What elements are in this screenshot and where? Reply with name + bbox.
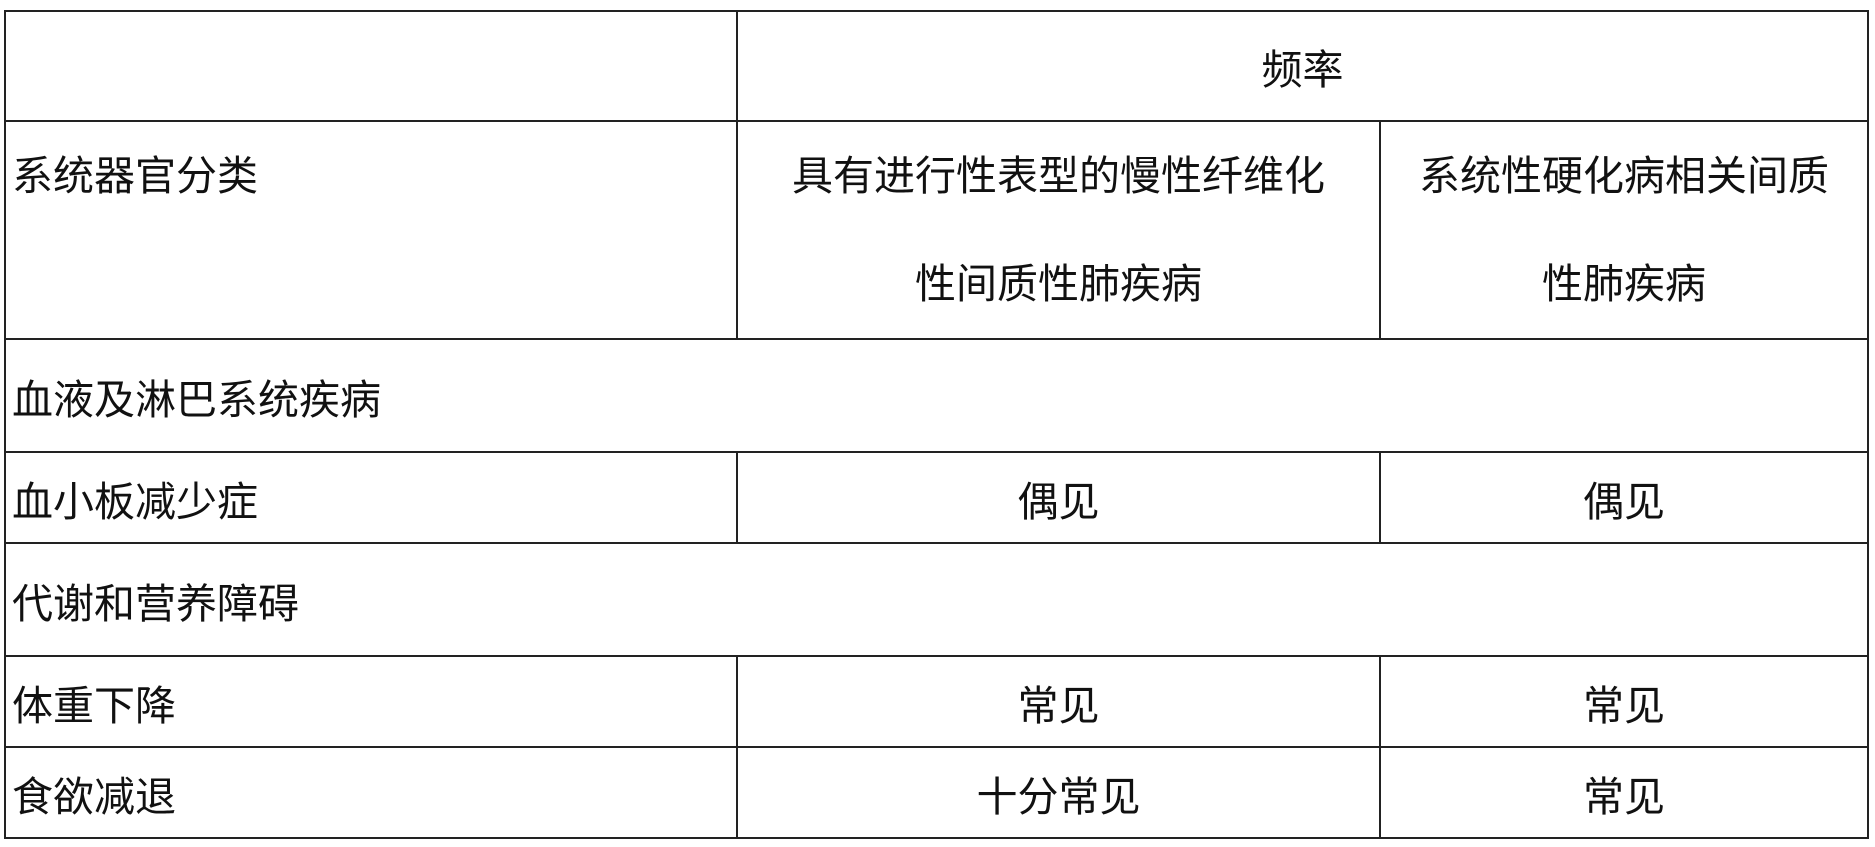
header-row-columns: 系统器官分类 具有进行性表型的慢性纤维化 性间质性肺疾病 系统性硬化病相关间质 性肺…: [4, 120, 1869, 340]
row-value-col1: 偶见: [736, 451, 1381, 544]
table-row: 血小板减少症 偶见 偶见: [4, 451, 1869, 544]
row-value-col2: 偶见: [1379, 451, 1869, 544]
row-value-col1: 十分常见: [736, 746, 1381, 839]
adverse-reactions-table: 频率 系统器官分类 具有进行性表型的慢性纤维化 性间质性肺疾病 系统性硬化病相关间…: [4, 10, 1869, 839]
header-row-frequency: 频率: [4, 10, 1869, 122]
row-value-col2: 常见: [1379, 655, 1869, 748]
table-row: 体重下降 常见 常见: [4, 655, 1869, 748]
row-label: 血小板减少症: [4, 451, 738, 544]
table-row: 食欲减退 十分常见 常见: [4, 746, 1869, 839]
col1-header-line2: 性间质性肺疾病: [915, 260, 1202, 308]
section-row: 代谢和营养障碍: [4, 542, 1869, 657]
col1-header: 具有进行性表型的慢性纤维化 性间质性肺疾病: [736, 120, 1381, 340]
row-label: 体重下降: [4, 655, 738, 748]
soc-header: 系统器官分类: [4, 120, 738, 340]
col2-header-line1: 系统性硬化病相关间质: [1419, 152, 1829, 200]
row-value-col2: 常见: [1379, 746, 1869, 839]
section-row: 血液及淋巴系统疾病: [4, 338, 1869, 453]
empty-header-cell: [4, 10, 738, 122]
col2-header: 系统性硬化病相关间质 性肺疾病: [1379, 120, 1869, 340]
row-value-col1: 常见: [736, 655, 1381, 748]
row-label: 食欲减退: [4, 746, 738, 839]
section-label: 代谢和营养障碍: [4, 542, 1869, 657]
col1-header-line1: 具有进行性表型的慢性纤维化: [792, 152, 1325, 200]
frequency-header: 频率: [736, 10, 1869, 122]
col2-header-line2: 性肺疾病: [1542, 260, 1706, 308]
section-label: 血液及淋巴系统疾病: [4, 338, 1869, 453]
